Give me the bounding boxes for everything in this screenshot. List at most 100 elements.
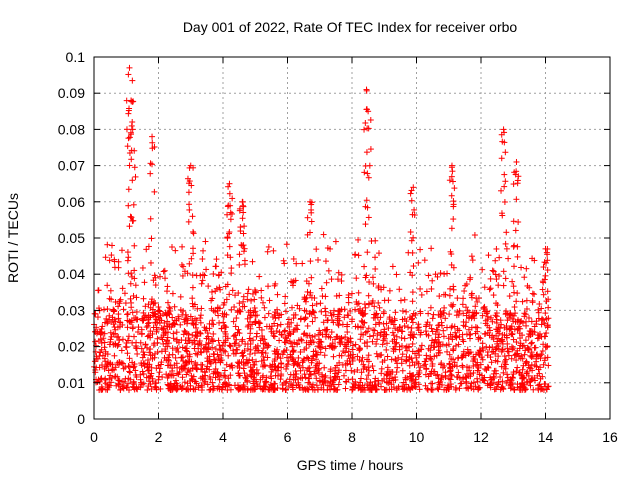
data-point	[197, 329, 204, 336]
data-point	[503, 323, 510, 330]
data-point	[130, 364, 137, 371]
data-point	[179, 385, 186, 392]
data-point	[183, 330, 190, 337]
data-point	[483, 343, 490, 350]
data-point	[209, 379, 216, 386]
data-point	[402, 374, 409, 381]
data-point	[127, 213, 134, 220]
data-point	[488, 334, 495, 341]
y-tick-label: 0.05	[58, 230, 85, 246]
data-point	[208, 305, 215, 312]
data-point	[303, 385, 310, 392]
data-point	[164, 299, 171, 306]
data-point	[499, 347, 506, 354]
data-point	[336, 292, 343, 299]
data-point	[227, 209, 234, 216]
data-point	[528, 339, 535, 346]
data-point	[129, 324, 136, 331]
data-point	[468, 294, 475, 301]
data-point	[118, 359, 125, 366]
data-point	[133, 345, 140, 352]
data-point	[363, 149, 370, 156]
data-point	[456, 307, 463, 314]
data-point	[495, 353, 502, 360]
data-point	[264, 354, 271, 361]
data-point	[125, 254, 132, 261]
data-point	[448, 251, 455, 258]
data-point	[435, 379, 442, 386]
data-point	[355, 289, 362, 296]
data-point	[484, 322, 491, 329]
data-point	[104, 318, 111, 325]
data-point	[392, 374, 399, 381]
data-point	[362, 119, 369, 126]
data-point	[173, 336, 180, 343]
data-point	[389, 263, 396, 270]
data-point	[286, 376, 293, 383]
data-point	[459, 362, 466, 369]
data-point	[101, 355, 108, 362]
data-point	[374, 330, 381, 337]
data-point	[456, 333, 463, 340]
data-point	[121, 290, 128, 297]
data-point	[544, 288, 551, 295]
data-point	[365, 358, 372, 365]
data-point	[190, 303, 197, 310]
data-point	[128, 97, 135, 104]
data-point	[107, 336, 114, 343]
data-point	[271, 348, 278, 355]
data-point	[392, 309, 399, 316]
data-point	[240, 248, 247, 255]
data-point	[425, 272, 432, 279]
data-point	[116, 298, 123, 305]
data-point	[447, 331, 454, 338]
data-point	[166, 357, 173, 364]
data-point	[392, 356, 399, 363]
data-point	[125, 110, 132, 117]
data-point	[317, 349, 324, 356]
data-point	[287, 353, 294, 360]
data-point	[372, 386, 379, 393]
data-point	[529, 375, 536, 382]
data-point	[519, 366, 526, 373]
data-point	[366, 278, 373, 285]
data-point	[128, 317, 135, 324]
data-point	[220, 319, 227, 326]
data-point	[185, 366, 192, 373]
data-point	[487, 275, 494, 282]
data-point	[408, 325, 415, 332]
data-point	[216, 347, 223, 354]
data-point	[540, 291, 547, 298]
data-point	[408, 384, 415, 391]
data-point	[499, 212, 506, 219]
data-point	[124, 249, 131, 256]
data-point	[261, 304, 268, 311]
data-point	[542, 272, 549, 279]
data-point	[212, 374, 219, 381]
data-point	[157, 312, 164, 319]
data-point	[139, 264, 146, 271]
data-point	[459, 301, 466, 308]
data-point	[409, 211, 416, 218]
data-point	[213, 256, 220, 263]
data-point	[239, 215, 246, 222]
data-point	[182, 345, 189, 352]
data-point	[139, 381, 146, 388]
data-point	[446, 311, 453, 318]
data-point	[501, 139, 508, 146]
data-point	[528, 376, 535, 383]
data-point	[235, 370, 242, 377]
data-point	[502, 275, 509, 282]
data-point	[277, 376, 284, 383]
data-point	[147, 215, 154, 222]
data-point	[240, 382, 247, 389]
data-point	[290, 347, 297, 354]
data-point	[468, 380, 475, 387]
data-point	[377, 329, 384, 336]
data-point	[311, 332, 318, 339]
data-point	[370, 280, 377, 287]
data-point	[534, 335, 541, 342]
data-point	[222, 373, 229, 380]
data-point	[127, 376, 134, 383]
data-point	[299, 260, 306, 267]
